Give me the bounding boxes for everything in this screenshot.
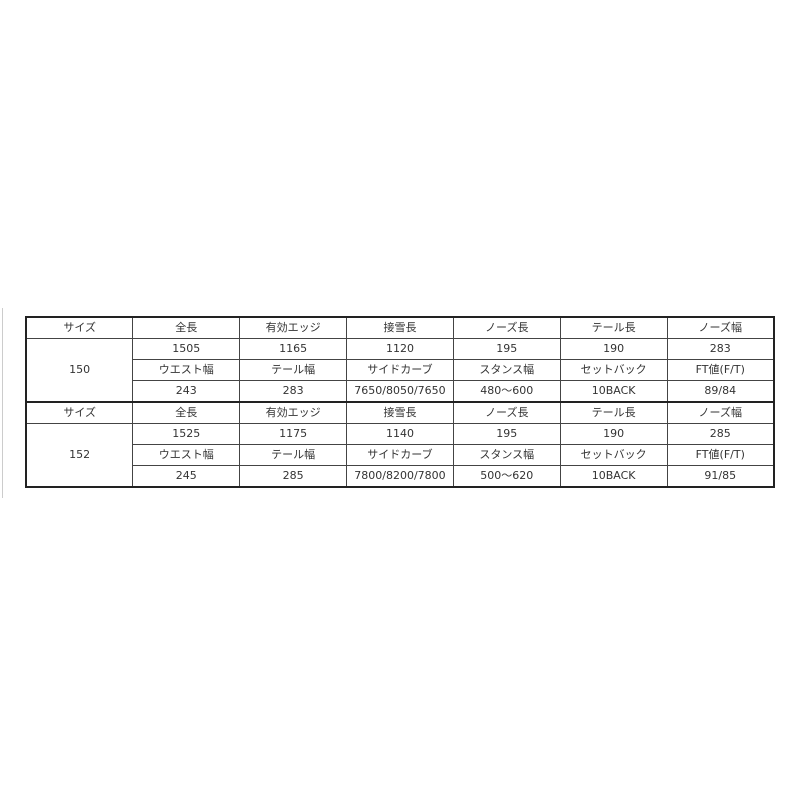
size-header-cell: サイズ bbox=[25, 401, 134, 424]
value-cell: 283 bbox=[666, 338, 775, 360]
value-cell: 480～600 bbox=[452, 380, 561, 403]
header-cell: 全長 bbox=[132, 401, 241, 424]
left-edge-divider bbox=[2, 308, 3, 498]
value-cell: 1525 bbox=[132, 423, 241, 445]
table-row: ウエスト幅 テール幅 サイドカーブ スタンス幅 セットバック FT値(F/T) bbox=[26, 359, 775, 381]
header-cell: 全長 bbox=[132, 316, 241, 339]
header-cell: セットバック bbox=[559, 444, 668, 466]
value-cell: 283 bbox=[239, 380, 348, 403]
value-cell: 1505 bbox=[132, 338, 241, 360]
header-cell: ウエスト幅 bbox=[132, 444, 241, 466]
header-cell: スタンス幅 bbox=[452, 444, 561, 466]
size-value-cell: 150 bbox=[25, 338, 134, 403]
header-cell: セットバック bbox=[559, 359, 668, 381]
header-cell: サイドカーブ bbox=[346, 444, 454, 466]
value-cell: 245 bbox=[132, 465, 241, 488]
spec-table: サイズ 全長 有効エッジ 接雪長 ノーズ長 テール長 ノーズ幅 150 1505 1165 1120… bbox=[25, 316, 775, 488]
table-row: 150 1505 1165 1120 195 190 283 bbox=[25, 338, 775, 403]
table-row: サイズ 全長 有効エッジ 接雪長 ノーズ長 テール長 ノーズ幅 bbox=[25, 401, 775, 424]
header-cell: 有効エッジ bbox=[239, 401, 348, 424]
header-cell: 接雪長 bbox=[346, 401, 454, 424]
value-cell: 10BACK bbox=[559, 380, 668, 403]
header-cell: ウエスト幅 bbox=[132, 359, 241, 381]
header-cell: 有効エッジ bbox=[239, 316, 348, 339]
header-cell: ノーズ長 bbox=[452, 316, 561, 339]
value-cell: 190 bbox=[559, 423, 668, 445]
table-row: 245 285 7800/8200/7800 500～620 10BACK 91/85 bbox=[26, 465, 775, 488]
value-cell: 89/84 bbox=[666, 380, 775, 403]
value-cell: 1175 bbox=[239, 423, 348, 445]
value-cell: 7650/8050/7650 bbox=[346, 380, 454, 403]
header-cell: スタンス幅 bbox=[452, 359, 561, 381]
header-cell: ノーズ幅 bbox=[666, 316, 775, 339]
header-cell: ノーズ幅 bbox=[666, 401, 775, 424]
table-row: サイズ 全長 有効エッジ 接雪長 ノーズ長 テール長 ノーズ幅 bbox=[25, 316, 775, 339]
header-cell: テール長 bbox=[559, 316, 668, 339]
value-cell: 10BACK bbox=[559, 465, 668, 488]
value-cell: 7800/8200/7800 bbox=[346, 465, 454, 488]
value-cell: 195 bbox=[452, 338, 561, 360]
value-cell: 1120 bbox=[346, 338, 454, 360]
header-cell: ノーズ長 bbox=[452, 401, 561, 424]
value-cell: 190 bbox=[559, 338, 668, 360]
table-row: 243 283 7650/8050/7650 480～600 10BACK 89/84 bbox=[26, 380, 775, 403]
value-cell: 195 bbox=[452, 423, 561, 445]
value-cell: 285 bbox=[239, 465, 348, 488]
header-cell: テール長 bbox=[559, 401, 668, 424]
header-cell: FT値(F/T) bbox=[666, 359, 775, 381]
value-cell: 243 bbox=[132, 380, 241, 403]
header-cell: FT値(F/T) bbox=[666, 444, 775, 466]
table-row: ウエスト幅 テール幅 サイドカーブ スタンス幅 セットバック FT値(F/T) bbox=[26, 444, 775, 466]
size-value-cell: 152 bbox=[25, 423, 134, 488]
header-cell: テール幅 bbox=[239, 359, 348, 381]
value-cell: 500～620 bbox=[452, 465, 561, 488]
header-cell: 接雪長 bbox=[346, 316, 454, 339]
header-cell: テール幅 bbox=[239, 444, 348, 466]
value-cell: 285 bbox=[666, 423, 775, 445]
size-header-cell: サイズ bbox=[25, 316, 134, 339]
header-cell: サイドカーブ bbox=[346, 359, 454, 381]
value-cell: 1140 bbox=[346, 423, 454, 445]
table-row: 152 1525 1175 1140 195 190 285 bbox=[25, 423, 775, 488]
value-cell: 1165 bbox=[239, 338, 348, 360]
value-cell: 91/85 bbox=[666, 465, 775, 488]
